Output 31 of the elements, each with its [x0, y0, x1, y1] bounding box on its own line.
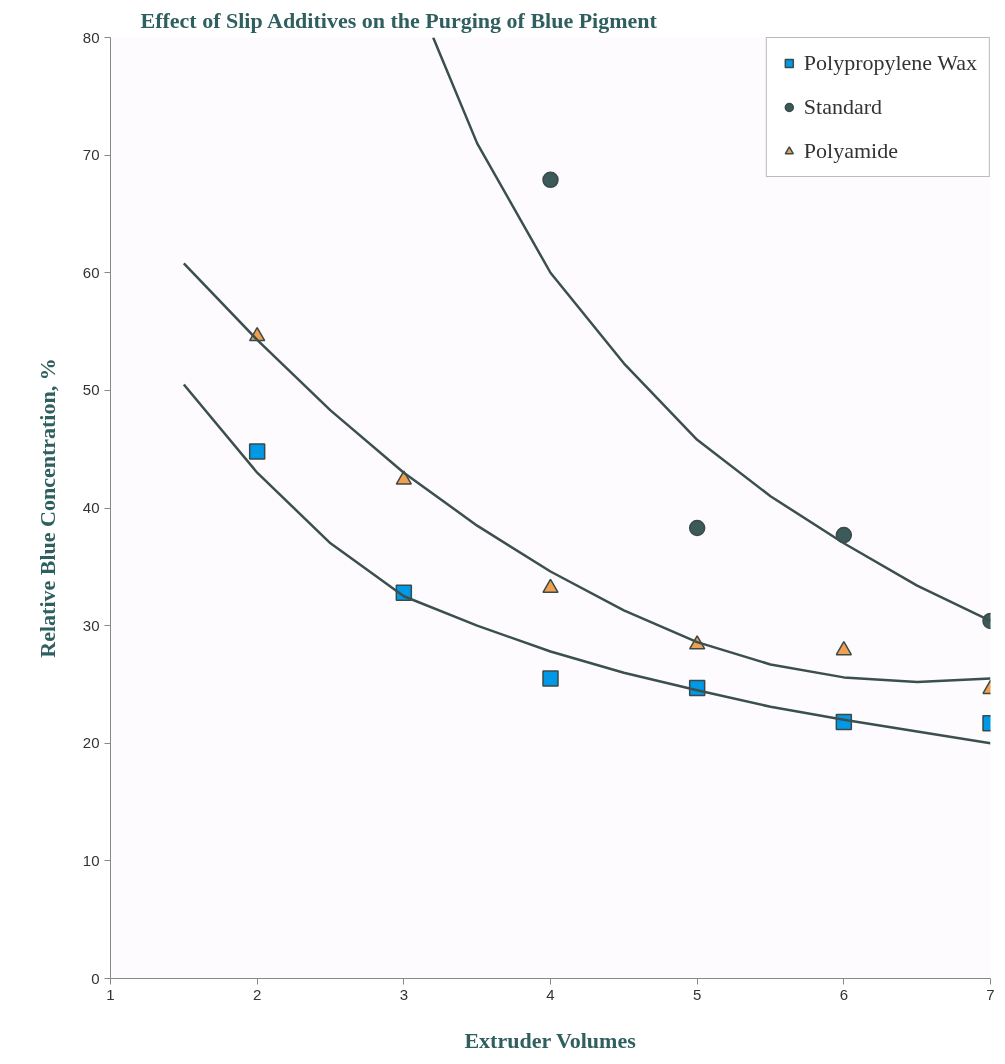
y-axis-title: Relative Blue Concentration, %: [34, 358, 60, 658]
point: [542, 171, 559, 189]
point: [835, 526, 853, 544]
point: [542, 578, 559, 594]
y-tick-label: 20: [82, 734, 100, 752]
legend-label: Standard: [803, 94, 883, 120]
y-tick-label: 50: [82, 381, 100, 399]
y-tick-label: 0: [91, 969, 100, 987]
point: [835, 640, 853, 656]
x-tick-label: 2: [253, 985, 262, 1003]
x-axis-title: Extruder Volumes: [464, 1027, 637, 1053]
y-tick-label: 60: [82, 263, 100, 281]
legend-label: Polypropylene Wax: [803, 50, 977, 76]
point: [395, 470, 413, 485]
point: [248, 443, 266, 460]
y-tick-label: 10: [82, 851, 100, 869]
x-tick-label: 1: [106, 985, 115, 1003]
line-series: [182, 383, 991, 745]
y-tick-label: 40: [82, 499, 100, 516]
x-tick-label: 5: [693, 985, 702, 1003]
point: [542, 670, 559, 687]
x-tick-label: 7: [986, 985, 995, 1003]
legend-label: Polyamide: [803, 138, 898, 164]
y-tick-label: 80: [82, 28, 100, 46]
x-tick-label: 6: [839, 985, 849, 1003]
x-tick-label: 3: [399, 985, 409, 1003]
point: [688, 519, 706, 537]
chart-title: Effect of Slip Additives on the Purging of Blue Pigment: [140, 7, 658, 33]
y-tick-label: 70: [82, 146, 100, 164]
y-tick-label: 30: [82, 616, 100, 634]
x-tick-label: 4: [546, 985, 555, 1003]
